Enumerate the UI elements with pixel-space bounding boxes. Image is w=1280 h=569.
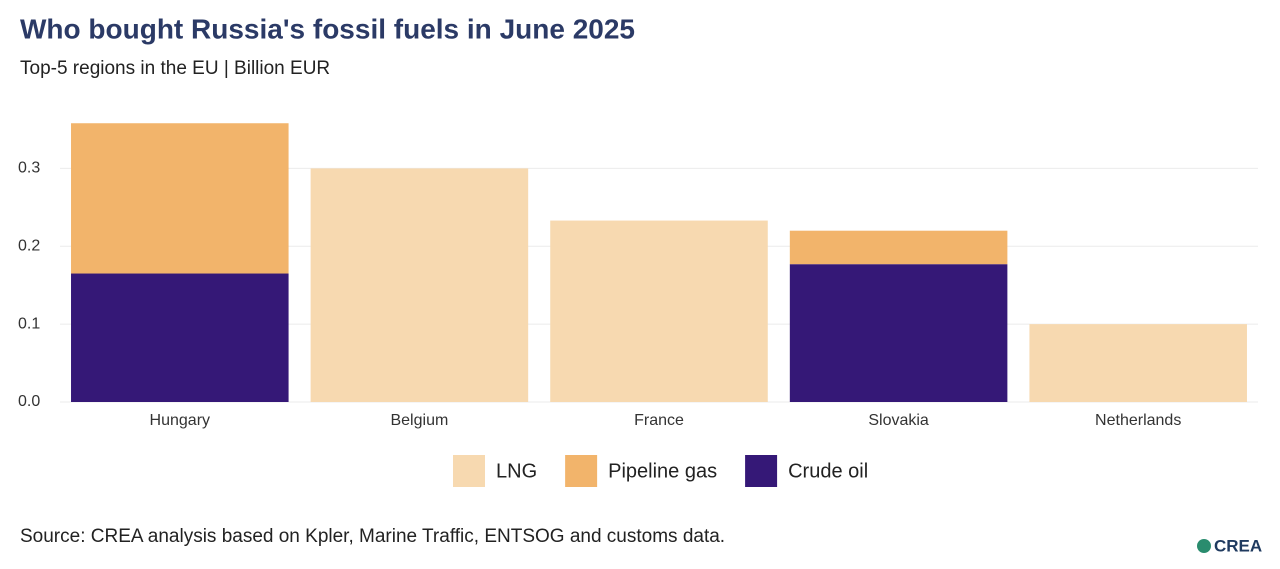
legend-swatch	[453, 455, 485, 487]
x-tick-label: France	[634, 412, 684, 429]
legend-swatch	[745, 455, 778, 487]
legend-label: LNG	[496, 460, 537, 482]
y-tick-label: 0.0	[18, 393, 40, 410]
y-tick-label: 0.1	[18, 315, 40, 332]
chart-subtitle: Top-5 regions in the EU | Billion EUR	[20, 58, 330, 79]
logo: CREA	[1214, 536, 1262, 555]
bar-segment	[550, 220, 768, 402]
source-note: Source: CREA analysis based on Kpler, Ma…	[20, 526, 725, 547]
bar-segment	[71, 123, 289, 274]
bar-segment	[789, 264, 1008, 402]
legend-label: Crude oil	[788, 460, 868, 482]
logo-icon	[1197, 539, 1211, 553]
x-tick-label: Netherlands	[1095, 412, 1181, 429]
y-tick-label: 0.2	[18, 237, 40, 254]
legend-label: Pipeline gas	[608, 460, 717, 482]
x-tick-label: Hungary	[150, 412, 210, 429]
x-tick-label: Slovakia	[868, 412, 929, 429]
y-tick-label: 0.3	[18, 160, 40, 177]
bar-segment	[71, 273, 289, 402]
chart-title: Who bought Russia's fossil fuels in June…	[20, 13, 635, 44]
bar-segment	[789, 230, 1008, 265]
legend-swatch	[565, 455, 598, 487]
bar-segment	[1029, 324, 1247, 402]
bar-segment	[310, 168, 529, 402]
x-tick-label: Belgium	[390, 412, 448, 429]
